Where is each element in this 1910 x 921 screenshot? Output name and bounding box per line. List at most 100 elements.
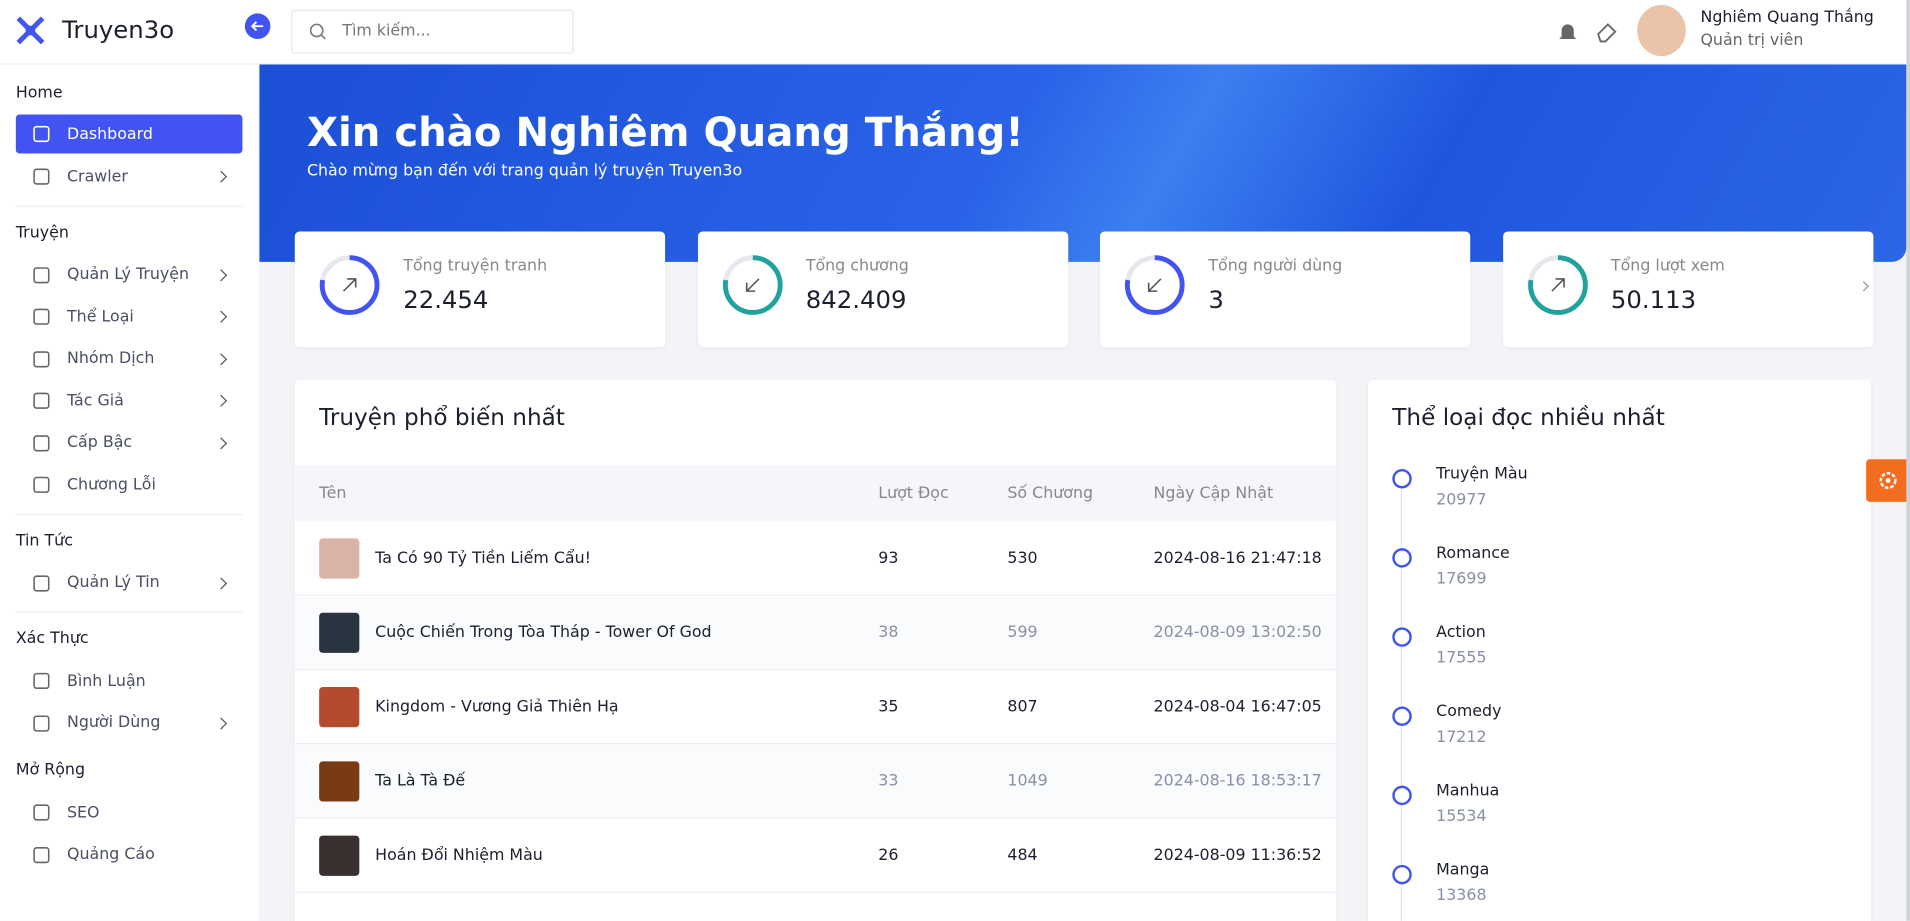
settings-button[interactable]	[1866, 459, 1910, 502]
cell-text: 35	[878, 697, 899, 716]
cell-text: 2024-08-16 18:53:17	[1153, 771, 1322, 790]
table-cell: 35	[878, 697, 1007, 715]
timeline-dot	[1392, 548, 1412, 568]
menu-label: SEO	[66, 803, 100, 822]
stat-value: 22.454	[403, 285, 489, 315]
stat-ring	[1527, 255, 1588, 315]
menu-arrow	[215, 310, 228, 324]
menu-item[interactable]: Bình Luận	[16, 660, 243, 702]
table-cell: 530	[1007, 549, 1153, 567]
menu-item[interactable]: Thể Loại	[16, 296, 243, 338]
menu-item[interactable]: Người Dùng	[16, 702, 243, 744]
table-cell: 2024-08-04 16:47:05	[1154, 697, 1361, 715]
cell-text: 2024-08-09 13:02:50	[1153, 623, 1322, 642]
menu-label: Bình Luận	[66, 672, 146, 691]
stat-ring	[319, 255, 380, 315]
section-heading: Tin Tức	[15, 531, 73, 550]
genre-name: Action	[1436, 623, 1486, 642]
menu-arrow	[215, 395, 228, 408]
menu-label: Crawler	[66, 167, 128, 187]
menu-icon	[33, 673, 50, 690]
cover	[319, 686, 360, 727]
menu-item[interactable]: Cấp Bậc	[16, 422, 243, 464]
stat-label: Tổng chương	[805, 257, 909, 276]
avatar[interactable]	[1637, 4, 1686, 57]
stat-value: 842.409	[805, 285, 907, 315]
genre-card: Thể loại đọc nhiều nhất Truyện Màu 20977 R…	[1367, 380, 1872, 921]
menu-item[interactable]: Tác Giả	[16, 380, 243, 422]
bell-icon[interactable]	[1558, 21, 1577, 43]
table-cell: 484	[1007, 846, 1153, 864]
table-row: Ta Là Tà Đế 33 1049 2024-08-16 18:53:17	[294, 744, 1337, 819]
table-cell: Hoán Đổi Nhiệm Màu	[295, 835, 878, 876]
section-heading: Mở Rộng	[15, 761, 86, 780]
section-heading: Xác Thực	[15, 629, 89, 649]
menu-item[interactable]: SEO	[16, 792, 243, 834]
table-cell: 2024-08-09 13:02:50	[1154, 623, 1361, 641]
cell-text: 26	[878, 845, 899, 865]
menu-item[interactable]: Nhóm Dịch	[16, 338, 243, 380]
genre-name: Manhua	[1436, 782, 1500, 801]
genre-name: Comedy	[1436, 702, 1502, 722]
cover	[319, 835, 360, 876]
collapse-button[interactable]	[244, 13, 271, 39]
table-row: Cuộc Chiến Trong Tòa Tháp - Tower Of God…	[294, 595, 1337, 670]
menu-item[interactable]: Quản Lý Truyện	[16, 254, 243, 296]
menu-item[interactable]: Dashboard	[15, 114, 243, 154]
cell-text: 33	[878, 771, 899, 790]
menu-icon	[33, 715, 50, 732]
genre-count: 17555	[1436, 649, 1487, 668]
stat-card: Tổng lượt xem 50.113	[1502, 231, 1873, 348]
search-box[interactable]: Tìm kiếm...	[291, 9, 574, 54]
cell-text: 530	[1007, 548, 1038, 568]
separator	[15, 513, 243, 515]
menu-icon	[33, 350, 50, 368]
menu-label: Cấp Bậc	[66, 433, 133, 453]
separator	[15, 611, 243, 613]
column-header: Số Chương	[1007, 484, 1094, 503]
menu-item[interactable]: Quản Lý Tin	[16, 562, 243, 604]
timeline-dot	[1392, 864, 1412, 885]
sidebar: Home Dashboard Crawler Truyện Quản Lý Truyện…	[0, 64, 259, 921]
menu-arrow	[215, 717, 228, 730]
table-cell: 2024-08-09 11:36:52	[1154, 846, 1361, 864]
stat-ring	[1124, 255, 1185, 315]
popular-title: Truyện phổ biến nhất	[319, 404, 565, 432]
table-row: Ta Có 90 Tỷ Tiền Liếm Cẩu! 93 530 2024-08-1…	[294, 521, 1337, 596]
table-cell: Cuộc Chiến Trong Tòa Tháp - Tower Of God	[295, 612, 878, 653]
top-bar: Truyen3o Tìm kiếm... Nghiêm Quang Thắng …	[0, 0, 1910, 65]
stat-card: Tổng truyện tranh 22.454	[294, 231, 666, 348]
cell-text: 38	[878, 623, 899, 642]
story-name: Ta Có 90 Tỷ Tiền Liếm Cẩu!	[375, 548, 591, 568]
menu-label: Quản Lý Truyện	[66, 265, 190, 285]
menu-label: Quản Lý Tin	[66, 574, 160, 593]
menu-icon	[33, 434, 50, 452]
story-name: Ta Là Tà Đế	[375, 771, 466, 790]
menu-arrow	[215, 437, 228, 450]
eraser-icon[interactable]	[1594, 19, 1618, 43]
logo	[16, 16, 45, 45]
separator	[15, 205, 243, 207]
timeline-line	[1400, 477, 1403, 921]
banner-title: Xin chào Nghiêm Quang Thắng!	[306, 108, 1024, 156]
popular-table: Tên Lượt Đọc Số Chương Ngày Cập Nhật Ta Có 9…	[294, 465, 1337, 893]
menu-label: Nhóm Dịch	[66, 349, 155, 369]
table-cell: 599	[1007, 623, 1153, 641]
genre-name: Romance	[1436, 544, 1510, 563]
stat-value: 3	[1208, 285, 1224, 315]
stat-card: Tổng người dùng 3	[1099, 231, 1471, 348]
menu-item[interactable]: Chương Lỗi	[16, 464, 243, 506]
user-role: Quản trị viên	[1700, 31, 1804, 50]
menu-item[interactable]: Quảng Cáo	[16, 834, 243, 876]
genre-count: 20977	[1436, 490, 1487, 510]
timeline-dot	[1392, 627, 1412, 647]
table-cell: Kingdom - Vương Giả Thiên Hạ	[295, 686, 878, 727]
menu-icon	[33, 392, 50, 410]
timeline-dot	[1392, 706, 1412, 726]
table-cell: 26	[878, 846, 1007, 864]
timeline-dot	[1392, 785, 1412, 806]
cell-text: 599	[1007, 623, 1038, 642]
column-header: Tên	[319, 484, 347, 503]
stat-ring	[722, 255, 783, 315]
menu-item[interactable]: Crawler	[16, 156, 243, 198]
